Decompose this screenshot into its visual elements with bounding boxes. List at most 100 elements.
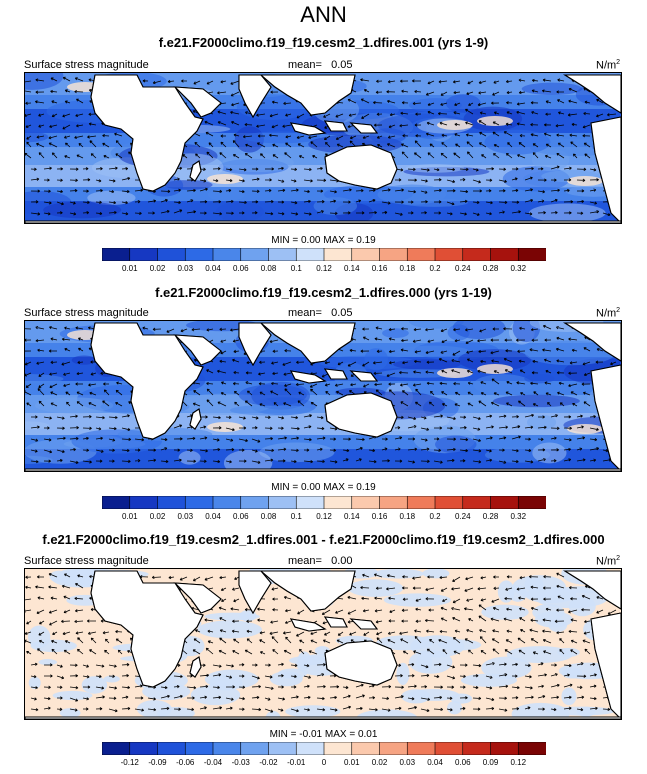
stress-arrow [506,575,513,579]
stress-arrow [446,201,455,206]
stress-arrow [134,200,141,204]
stress-arrow [167,79,175,84]
stress-arrow [407,663,415,667]
stress-arrow [485,686,493,690]
stress-arrow [217,401,227,407]
stress-arrow [498,179,507,183]
stress-arrow [230,328,240,332]
stress-arrow [503,327,513,331]
stress-arrow [602,212,611,217]
stress-arrow [368,696,376,700]
stress-arrow [207,640,214,644]
stress-arrow [191,328,201,332]
stress-arrow [498,696,508,700]
difference-patch [288,655,330,665]
stress-arrow [381,708,391,712]
stress-arrow [160,706,170,711]
stress-arrow [108,708,118,713]
stress-arrow [251,167,259,171]
stress-arrow [414,140,422,148]
stress-arrow [415,388,422,396]
land-mass [259,74,356,116]
stress-arrow [82,436,89,441]
stress-arrow [532,651,539,655]
stress-arrow [329,695,337,700]
stress-arrow [376,112,383,116]
stress-arrow [361,596,370,601]
stress-arrow [25,598,32,601]
stress-arrow [75,382,83,386]
stress-arrow [25,383,32,388]
stress-arrow [446,675,456,680]
stress-arrow [43,189,51,193]
stress-arrow [524,198,534,203]
stress-arrow [296,631,305,637]
stress-arrow [465,108,474,115]
stress-arrow [506,607,513,611]
stress-arrow [400,111,409,115]
stress-arrow [310,388,318,396]
stress-arrow [26,620,32,625]
stress-arrow [389,113,396,117]
stress-arrow [556,133,565,137]
stress-arrow [56,416,65,420]
stress-arrow [36,609,45,615]
stress-arrow [74,619,84,624]
stress-patch [521,82,583,96]
stress-arrow [568,337,578,341]
stress-arrow [415,401,422,407]
stress-patch [223,449,273,471]
stress-arrow [498,189,506,193]
stress-arrow [584,619,591,624]
difference-patch [561,687,577,706]
stress-arrow [95,189,103,193]
stress-arrow [30,438,39,442]
stress-arrow [232,154,240,159]
stress-arrow [56,426,65,430]
stress-arrow [545,143,552,148]
stress-arrow [324,631,331,636]
stress-arrow [316,436,326,440]
stress-arrow [102,134,110,138]
stress-arrow [347,609,357,615]
stress-arrow [260,153,266,159]
stress-arrow [420,416,427,420]
stress-arrow [524,437,531,441]
stress-arrow [545,369,552,374]
panel-3-title: f.e21.F2000climo.f19_f19.cesm2_1.dfires.… [42,532,605,547]
stress-arrow [493,370,500,374]
stress-patch [364,348,388,371]
stress-arrow [290,708,299,713]
stress-arrow [225,211,234,215]
stress-arrow [569,133,578,137]
stress-arrow [271,587,279,591]
colorbar-swatch [351,742,381,755]
stress-peak [477,364,513,374]
stress-arrow [30,675,37,679]
stress-arrow [251,177,260,181]
stress-arrow [151,575,162,580]
panel-1-colorbar-ticks: 0.01 0.02 0.03 0.04 0.06 0.08 0.1 0.12 0… [102,264,546,276]
stress-arrow [82,685,91,689]
stress-arrow [543,650,552,655]
stress-arrow [95,686,105,690]
stress-arrow [373,101,383,105]
stress-arrow [87,135,97,139]
stress-arrow [282,631,292,635]
stress-peak [477,116,513,126]
stress-arrow [43,696,51,701]
stress-arrow [498,662,507,666]
stress-arrow [108,448,115,452]
stress-arrow [108,190,115,194]
difference-patch [401,689,431,704]
difference-patch [561,667,583,679]
stress-arrow [277,447,287,451]
stress-arrow [399,370,409,375]
stress-arrow [233,370,240,375]
stress-arrow [386,574,396,578]
stress-arrow [49,124,58,128]
stress-arrow [582,391,591,396]
stress-arrow [519,576,526,580]
stress-arrow [233,598,240,603]
stress-arrow [377,144,383,148]
